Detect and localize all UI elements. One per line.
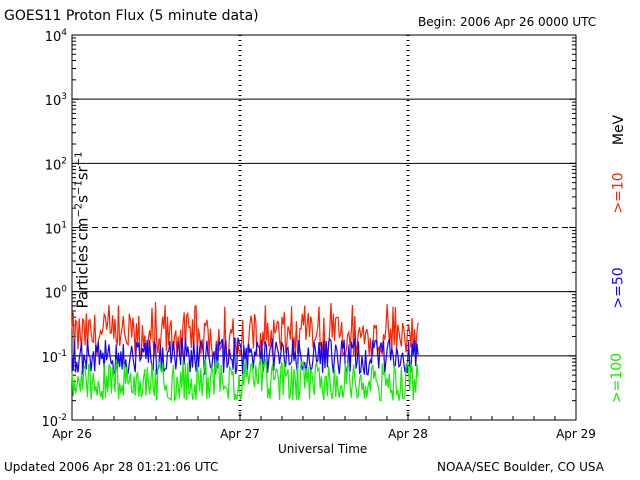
y-tick-label: 103 [45, 92, 67, 109]
x-axis-label: Universal Time [278, 442, 368, 456]
x-tick-label: Apr 27 [220, 427, 260, 441]
begin-time: Begin: 2006 Apr 26 0000 UTC [418, 15, 597, 29]
y-tick-label: 10-1 [41, 349, 67, 366]
y-tick-label: 101 [45, 221, 67, 238]
x-tick-label: Apr 28 [388, 427, 428, 441]
y-tick-label: 100 [45, 285, 68, 302]
updated-time: Updated 2006 Apr 28 01:21:06 UTC [4, 460, 219, 474]
y-tick-label: 10-2 [41, 413, 67, 430]
series-line-p100 [71, 358, 419, 402]
chart-title: GOES11 Proton Flux (5 minute data) [4, 8, 259, 24]
credit-label: NOAA/SEC Boulder, CO USA [437, 460, 604, 474]
x-tick-label: Apr 29 [556, 427, 596, 441]
x-tick-label: Apr 26 [52, 427, 92, 441]
y-tick-label: 104 [45, 28, 68, 45]
y-tick-label: 102 [45, 156, 67, 173]
